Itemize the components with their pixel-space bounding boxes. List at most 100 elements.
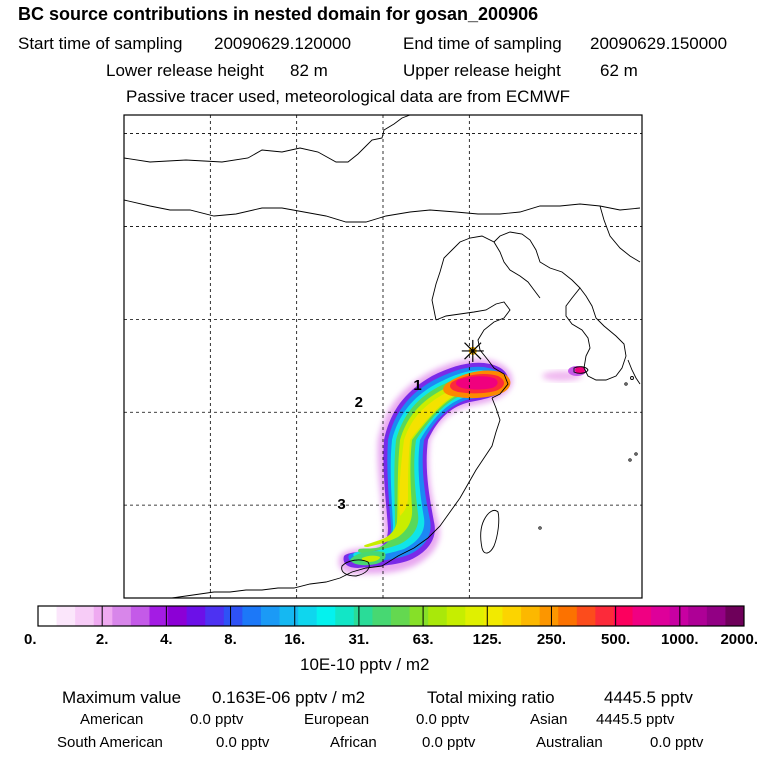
max-value: 0.163E-06 pptv / m2 — [212, 688, 366, 707]
colorbar-segment-19 — [391, 606, 410, 626]
korea-peninsula — [565, 287, 627, 381]
region-value-australian: 0.0 pptv — [650, 734, 704, 751]
colorbar-tick-label-7: 125. — [473, 631, 502, 648]
plume — [338, 358, 586, 574]
colorbar-segment-9 — [205, 606, 225, 626]
colorbar-segment-3 — [93, 606, 113, 626]
upper-release-label: Upper release height — [403, 61, 561, 80]
liaodong-coast — [493, 231, 581, 289]
colorbar-tick-label-1: 2. — [96, 631, 109, 648]
lower-release-value: 82 m — [290, 61, 328, 80]
colorbar-segment-27 — [539, 606, 559, 626]
colorbar-unit-label: 10E-10 pptv / m2 — [300, 655, 430, 674]
upper-release-value: 62 m — [600, 61, 638, 80]
islet-1 — [630, 376, 634, 380]
colorbar-segment-36 — [706, 606, 726, 626]
region-value-american: 0.0 pptv — [190, 711, 244, 728]
colorbar-tick-label-10: 1000. — [661, 631, 699, 648]
colorbar-segment-32 — [632, 606, 652, 626]
region-value-european: 0.0 pptv — [416, 711, 470, 728]
colorbar-segment-21 — [428, 606, 448, 626]
colorbar-segment-35 — [688, 606, 708, 626]
east-china-coast — [171, 397, 501, 598]
colorbar-segment-10 — [223, 606, 243, 626]
colorbar-segment-31 — [613, 606, 633, 626]
inner-border — [124, 199, 641, 223]
region-name-asian: Asian — [530, 711, 568, 728]
colorbar-segment-13 — [279, 606, 299, 626]
colorbar-tick-labels: 0. 2. 4. 8. 16. 31. 63. 125. 250. 500. 1000. 2000. — [24, 631, 758, 648]
jeju-island — [573, 366, 589, 374]
map-frame — [123, 114, 643, 599]
end-time-value: 20090629.150000 — [590, 34, 728, 53]
region-value-asian: 4445.5 pptv — [596, 711, 675, 728]
plume-layer-violet — [343, 362, 509, 568]
start-time-label: Start time of sampling — [18, 34, 183, 53]
islet-2 — [624, 382, 628, 386]
point-marker-1: 1 — [413, 377, 421, 394]
colorbar-tick-label-2: 4. — [160, 631, 173, 648]
colorbar-segment-7 — [168, 606, 188, 626]
region-name-european: European — [304, 711, 370, 728]
colorbar-segment-24 — [483, 606, 503, 626]
islet-3 — [628, 458, 632, 462]
chart-title: BC source contributions in nested domain… — [18, 4, 539, 24]
end-time-label: End time of sampling — [403, 34, 562, 53]
gridlines — [124, 115, 642, 598]
start-time-value: 20090629.120000 — [214, 34, 352, 53]
plume-hotspot-magenta — [455, 376, 498, 390]
point-marker-2: 2 — [355, 394, 363, 411]
colorbar-segment-25 — [502, 606, 522, 626]
colorbar-segment-12 — [260, 606, 280, 626]
colorbar-tick-label-9: 500. — [601, 631, 630, 648]
point-marker-3: 3 — [337, 496, 345, 513]
coastlines — [124, 115, 641, 598]
taiwan-island — [480, 509, 500, 554]
colorbar-segment-30 — [595, 606, 615, 626]
mongolia-border — [124, 115, 411, 163]
colorbar-segment-0 — [38, 606, 57, 626]
lower-release-label: Lower release height — [106, 61, 264, 80]
shandong-coast — [435, 301, 511, 399]
colorbar-segment-23 — [465, 606, 485, 626]
colorbar-tick-label-3: 8. — [224, 631, 237, 648]
colorbar-segment-1 — [56, 606, 76, 626]
colorbar-tick-label-4: 16. — [284, 631, 305, 648]
region-name-american: American — [80, 711, 144, 728]
region-value-south-american: 0.0 pptv — [216, 734, 270, 751]
colorbar-tick-label-5: 31. — [348, 631, 369, 648]
colorbar-segment-16 — [335, 606, 355, 626]
colorbar-segment-2 — [75, 606, 95, 626]
point-markers: 1 2 3 — [337, 377, 421, 513]
bohai-coast — [431, 235, 541, 321]
region-name-south-american: South American — [57, 734, 163, 751]
colorbar-segment-37 — [725, 606, 745, 626]
receptor-marker — [461, 339, 484, 362]
korea-north-edge — [599, 205, 641, 263]
colorbar-segment-28 — [558, 606, 578, 626]
colorbar-tick-label-6: 63. — [413, 631, 434, 648]
colorbar-segment-8 — [186, 606, 206, 626]
region-name-australian: Australian — [536, 734, 603, 751]
japan-fragment — [627, 359, 641, 385]
colorbar-segment-6 — [149, 606, 169, 626]
receptor-star-ray-3 — [464, 342, 482, 360]
region-name-african: African — [330, 734, 377, 751]
plume-layer-yellow — [399, 381, 492, 516]
max-value-label: Maximum value — [62, 688, 182, 707]
colorbar-segment-17 — [353, 606, 373, 626]
colorbar-segment-22 — [446, 606, 466, 626]
region-value-african: 0.0 pptv — [422, 734, 476, 751]
total-mixing-value: 4445.5 pptv — [604, 688, 693, 707]
colorbar-segment-4 — [112, 606, 132, 626]
colorbar-tick-label-0: 0. — [24, 631, 37, 648]
colorbar-segment-11 — [242, 606, 262, 626]
islet-4 — [634, 452, 638, 456]
colorbar — [37, 605, 745, 627]
islet-5 — [538, 526, 542, 530]
colorbar-segment-18 — [372, 606, 392, 626]
colorbar-segment-34 — [669, 606, 689, 626]
colorbar-segment-29 — [576, 606, 596, 626]
receptor-plume-core — [575, 366, 585, 374]
colorbar-tick-label-11: 2000. — [720, 631, 758, 648]
